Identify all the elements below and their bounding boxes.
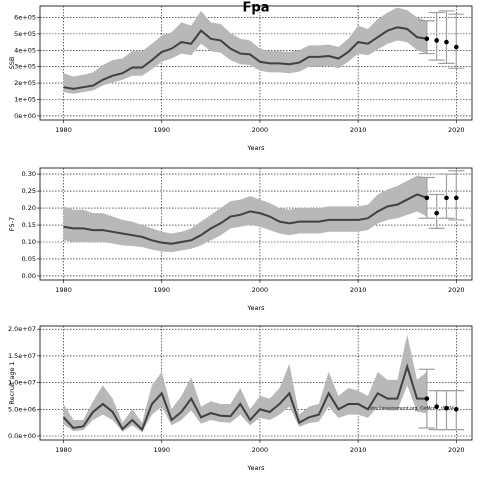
y-tick-label: 0e+00 (14, 112, 36, 120)
y-tick-label: 0.20 (22, 204, 36, 212)
forecast-point (444, 195, 449, 201)
x-tick-label: 2010 (350, 126, 367, 134)
plot-frame (39, 167, 473, 281)
y-tick-label: 1e+05 (14, 95, 36, 103)
y-tick-label: 5e+05 (14, 30, 36, 38)
forecast-point (434, 404, 439, 409)
x-tick-label: 1990 (153, 286, 170, 294)
x-tick-label: 1980 (55, 286, 72, 294)
x-tick-label: 2010 (350, 446, 367, 454)
x-tick-label: 1980 (55, 126, 72, 134)
y-axis-label: Recruit age 1 (8, 361, 16, 404)
x-tick-label: 2000 (252, 126, 269, 134)
x-axis-label: Years (246, 464, 265, 472)
x-tick-label: 2010 (350, 286, 367, 294)
y-tick-label: 0.25 (22, 187, 36, 195)
x-tick-label: 1980 (55, 446, 72, 454)
y-axis-label: F5-7 (8, 217, 16, 231)
confidence-band (63, 334, 427, 433)
y-tick-label: 2e+05 (14, 79, 36, 87)
forecast-point (434, 38, 439, 43)
panel: Fpa 1980 1990 2000 2010 2020 0e+00 1e+05 2e+05 3e… (8, 1, 473, 152)
forecast-point (453, 44, 459, 50)
y-tick-label: 0.05 (22, 255, 36, 263)
forecast-point (424, 36, 430, 42)
estimate-line (62, 363, 427, 432)
x-axis-label: Years (246, 144, 265, 152)
panel: 1980 1990 2000 2010 2020 0.0e+00 5.0e+06 1.0e+0… (8, 325, 473, 472)
forecast-point (424, 195, 430, 201)
forecast-point (444, 405, 449, 411)
x-tick-label: 1990 (153, 126, 170, 134)
y-tick-label: 0.10 (22, 238, 36, 246)
confidence-band (63, 7, 427, 94)
x-tick-label: 2020 (448, 446, 465, 454)
y-axis-label: SSB (8, 57, 16, 70)
x-tick-label: 2020 (448, 286, 465, 294)
y-tick-label: 1.0e+07 (8, 379, 36, 387)
x-tick-label: 2020 (448, 126, 465, 134)
forecast-point (453, 195, 459, 201)
x-tick-label: 2000 (252, 446, 269, 454)
x-tick-label: 2000 (252, 286, 269, 294)
forecast-point (424, 396, 430, 401)
y-tick-label: 3e+05 (14, 63, 36, 71)
plot-frame (39, 325, 473, 441)
y-tick-label: 0.0e+00 (8, 432, 36, 440)
forecast-point (453, 406, 459, 412)
y-tick-label: 0.00 (22, 272, 36, 280)
y-tick-label: 2.0e+07 (8, 325, 36, 333)
annotation: stockassessment.org, GoMcod_r1004 (370, 406, 454, 412)
estimate-line (63, 26, 428, 90)
estimate-line (63, 193, 428, 245)
forecast-point (444, 39, 449, 45)
y-tick-label: 0.15 (22, 221, 36, 229)
y-tick-label: 5.0e+06 (8, 405, 36, 413)
y-tick-label: 0.30 (22, 170, 36, 178)
x-axis-label: Years (246, 304, 265, 312)
panel: 1980 1990 2000 2010 2020 0.00 0.05 0.10 0.15 0.20… (8, 167, 473, 312)
y-tick-label: 4e+05 (14, 46, 36, 54)
plot-frame (39, 5, 473, 121)
y-tick-label: 1.5e+07 (8, 352, 36, 360)
chart-title: Fpa (243, 1, 270, 16)
forecast-point (434, 210, 439, 216)
x-tick-label: 1990 (153, 446, 170, 454)
y-tick-label: 6e+05 (14, 13, 36, 21)
